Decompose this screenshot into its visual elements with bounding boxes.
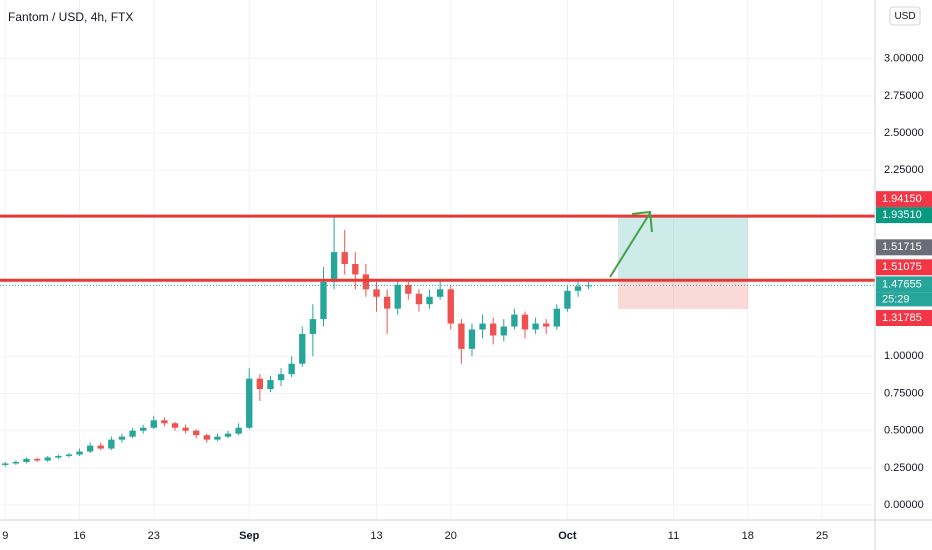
- y-tick-label: 0.25000: [884, 462, 924, 474]
- candle-body: [330, 252, 338, 282]
- y-tick-label: 1.00000: [884, 350, 924, 362]
- candle-body: [309, 319, 317, 334]
- y-tick-label: 2.25000: [884, 164, 924, 176]
- candle-body: [203, 435, 210, 440]
- candle-body: [246, 378, 253, 428]
- candle-body: [97, 445, 104, 449]
- x-tick-label: 20: [445, 530, 457, 542]
- price-badge: [876, 259, 932, 276]
- y-tick-label: 3.00000: [884, 53, 924, 65]
- y-tick-label: 0.75000: [884, 387, 924, 399]
- arrow-head: [631, 210, 653, 233]
- x-tick-label: Oct: [558, 530, 577, 542]
- candle-body: [543, 323, 550, 327]
- candle-body: [521, 314, 529, 330]
- countdown-badge: [876, 292, 932, 307]
- candle-body: [140, 427, 147, 431]
- candle-body: [415, 293, 423, 305]
- candle-body: [458, 323, 465, 349]
- candle-body: [171, 423, 179, 428]
- candle-body: [574, 286, 582, 291]
- candle-body: [511, 314, 518, 327]
- x-tick-label: 9: [2, 530, 8, 542]
- candle-body: [44, 457, 51, 461]
- chart-title: Fantom / USD, 4h, FTX: [8, 10, 133, 24]
- candle-body: [118, 436, 126, 440]
- y-tick-label: 2.50000: [884, 127, 924, 139]
- x-tick-label: 13: [370, 530, 382, 542]
- arrow: [609, 212, 651, 278]
- price-badge-label: 1.51075: [882, 261, 922, 273]
- x-tick-label: 25: [816, 530, 828, 542]
- candle-body: [108, 439, 115, 449]
- price-badge-label: 1.31785: [882, 312, 922, 324]
- price-badge: [876, 239, 932, 256]
- candle-body: [288, 363, 295, 375]
- candle-body: [129, 430, 136, 437]
- y-tick-label: 0.50000: [884, 425, 924, 437]
- y-tick-label: 0.00000: [884, 499, 924, 511]
- candle-body: [553, 308, 560, 327]
- price-badge-label: 1.51715: [882, 241, 922, 253]
- y-tick-label: 2.75000: [884, 90, 924, 102]
- currency-label: USD: [894, 11, 915, 22]
- candle-body: [394, 284, 401, 309]
- candle-body: [405, 284, 412, 294]
- candle-body: [362, 274, 370, 290]
- price-badge: [876, 276, 932, 293]
- candle-body: [426, 296, 433, 305]
- price-badge-label: 1.94150: [882, 193, 922, 205]
- price-badge-label: 1.93510: [882, 209, 922, 221]
- candle-body: [65, 454, 73, 457]
- candle-body: [23, 458, 30, 462]
- candle-body: [299, 333, 306, 364]
- candle-body: [86, 445, 94, 452]
- candle-body: [224, 433, 232, 437]
- candle-body: [150, 420, 157, 428]
- candle-body: [341, 252, 348, 265]
- candle-body: [256, 378, 264, 390]
- candle-body: [33, 458, 41, 461]
- price-badge: [876, 191, 932, 208]
- candle-body: [383, 296, 391, 309]
- price-badge-label: 1.47655: [882, 278, 922, 290]
- candle-body: [532, 323, 539, 330]
- candle-body: [479, 323, 486, 330]
- candle-body: [267, 380, 274, 390]
- price-badge: [876, 207, 932, 224]
- countdown-label: 25:29: [882, 293, 910, 305]
- candle-body: [12, 461, 20, 464]
- candle-body: [352, 264, 359, 275]
- candle-body: [76, 451, 83, 455]
- candle-body: [182, 427, 189, 431]
- candle-body: [214, 436, 221, 440]
- candle-body: [490, 323, 497, 336]
- axes: 0.00000 0.25000 0.50000 0.75000 1.00000 2.250…: [2, 53, 932, 542]
- plot: [0, 214, 875, 467]
- candle-body: [468, 329, 476, 349]
- x-tick-label: 23: [148, 530, 160, 542]
- candle-body: [2, 463, 9, 465]
- candle-body: [277, 374, 285, 381]
- candle-body: [500, 326, 507, 336]
- candle-body: [564, 290, 571, 309]
- candle-body: [320, 281, 327, 320]
- candle-body: [161, 420, 168, 424]
- candle-body: [55, 456, 62, 458]
- candle-body: [193, 430, 200, 436]
- currency-badge[interactable]: [889, 6, 921, 26]
- stop-zone: [618, 280, 748, 309]
- x-tick-label: 18: [742, 530, 754, 542]
- x-tick-label: Sep: [239, 530, 259, 542]
- candle-body: [447, 289, 454, 324]
- target-zone: [618, 216, 748, 281]
- candle-body: [235, 427, 242, 434]
- price-badge: [876, 309, 932, 326]
- x-tick-label: 11: [668, 530, 679, 542]
- x-tick-label: 16: [73, 530, 85, 542]
- candle-body: [373, 289, 380, 297]
- candle-body: [436, 289, 444, 297]
